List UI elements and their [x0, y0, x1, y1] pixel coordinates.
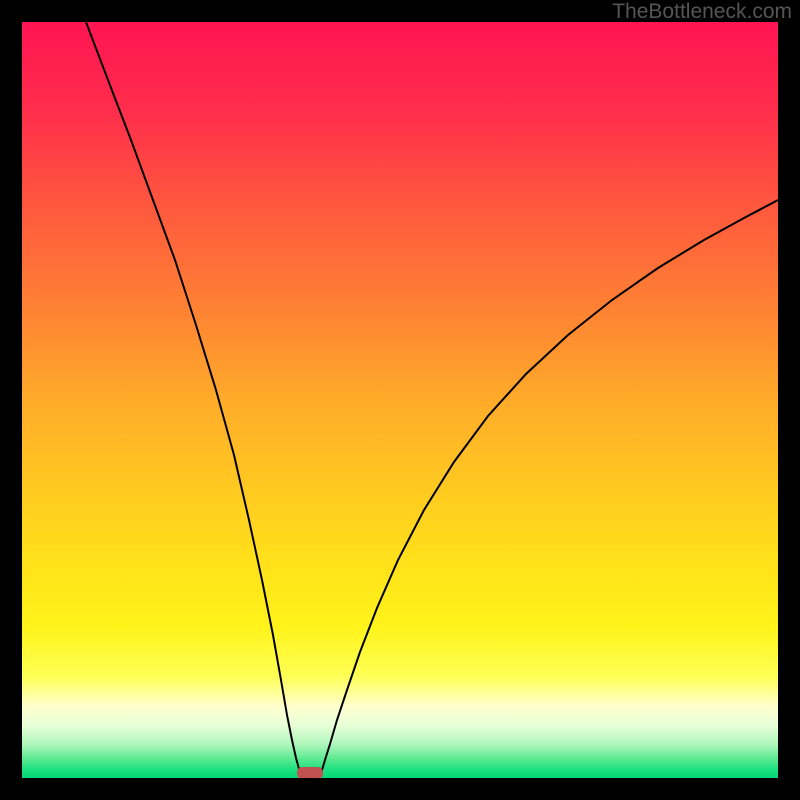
plot-background	[22, 22, 778, 778]
watermark-text: TheBottleneck.com	[612, 0, 792, 24]
bottleneck-chart	[0, 0, 800, 800]
minimum-marker	[297, 767, 323, 779]
chart-container: TheBottleneck.com	[0, 0, 800, 800]
